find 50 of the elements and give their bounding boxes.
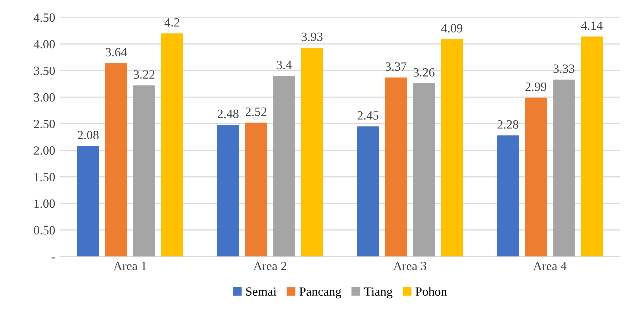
data-label: 4.09: [442, 24, 463, 33]
data-label: 2.48: [218, 110, 239, 118]
x-tick-label: Area 2: [254, 262, 286, 270]
data-label: 3.93: [302, 32, 323, 42]
bar: [217, 125, 240, 257]
bar: [441, 39, 464, 257]
y-tick-label: 0.50: [34, 226, 56, 235]
y-tick-label: 2.50: [34, 120, 56, 128]
x-tick-label: Area 3: [394, 262, 427, 270]
y-tick-label: 3.00: [34, 93, 56, 102]
bar: [77, 146, 100, 257]
data-label: 3.33: [554, 64, 575, 74]
bar: [161, 34, 184, 257]
x-tick-label: Area 4: [533, 262, 567, 270]
data-label: 2.52: [246, 108, 267, 116]
legend-label: Tiang: [364, 288, 393, 299]
bar: [357, 126, 380, 257]
legend-label: Pancang: [300, 288, 342, 299]
bar: [413, 84, 436, 257]
bar: [245, 122, 268, 257]
data-label: 2.99: [526, 82, 547, 92]
data-label: 3.4: [277, 61, 292, 70]
data-label: 3.26: [414, 68, 435, 77]
y-tick-label: -: [52, 258, 56, 259]
bar: [581, 36, 604, 257]
bar: [133, 86, 156, 257]
y-tick-label: 4.50: [34, 14, 56, 22]
data-label: 2.08: [78, 131, 99, 140]
bar: [497, 136, 520, 257]
data-label: 4.2: [164, 18, 180, 27]
data-label: 3.64: [106, 48, 128, 57]
y-tick-label: 1.50: [34, 173, 56, 182]
legend-label: Pohon: [416, 287, 448, 296]
y-tick-label: 1.00: [34, 200, 56, 208]
data-label: 2.28: [498, 120, 519, 129]
y-tick-label: 3.50: [34, 66, 56, 76]
data-label: 2.45: [358, 111, 379, 120]
y-tick-label: 4.00: [34, 40, 56, 49]
x-tick-label: Area 1: [114, 262, 146, 270]
bar: [273, 76, 296, 257]
bar: [105, 63, 128, 257]
bar: [301, 48, 324, 257]
bar: [385, 78, 408, 257]
data-label: 4.14: [581, 22, 603, 30]
data-label: 3.22: [134, 70, 155, 80]
bar: [525, 98, 548, 257]
y-tick-label: 2.00: [34, 146, 56, 156]
bar: [553, 80, 576, 257]
data-label: 3.37: [386, 62, 407, 72]
legend-label: Semai: [246, 288, 277, 296]
